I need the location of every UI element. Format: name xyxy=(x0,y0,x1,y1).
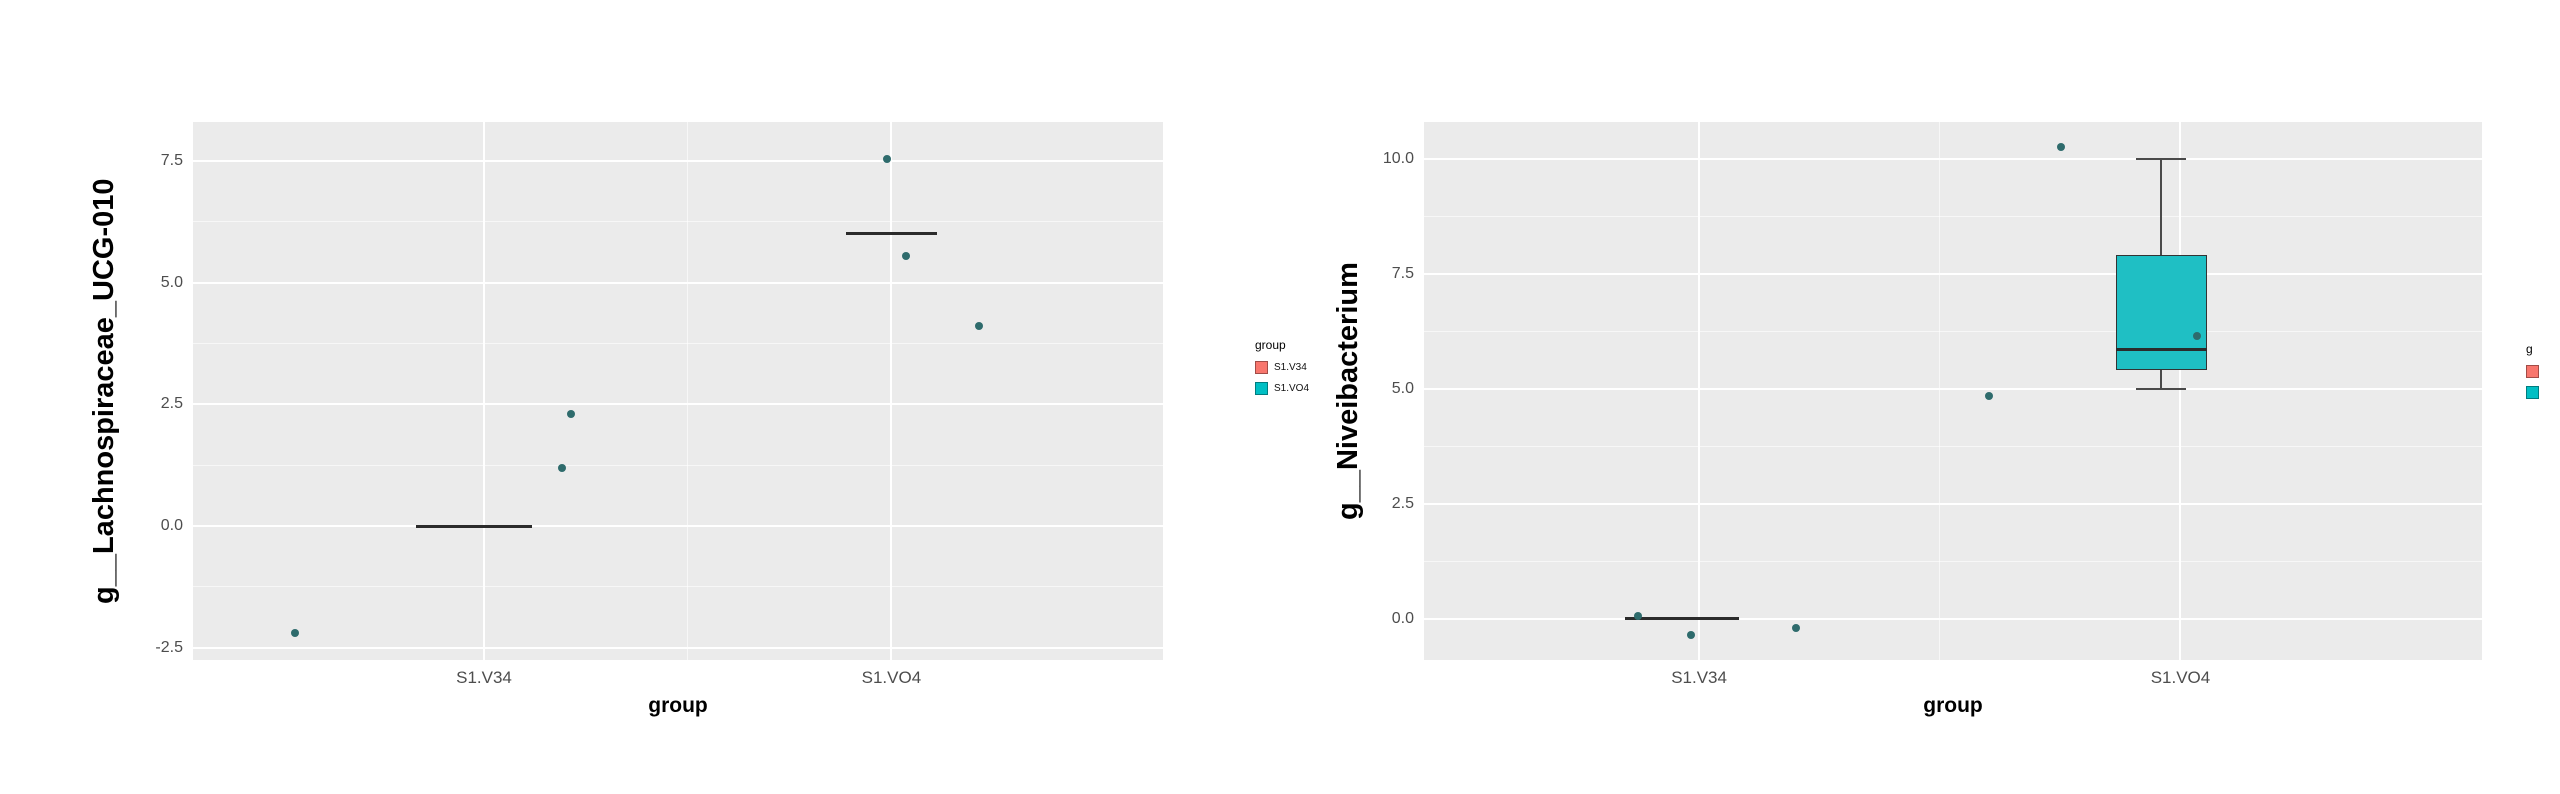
median-line xyxy=(845,232,937,236)
data-point xyxy=(1633,612,1642,621)
gridline-major xyxy=(193,403,1163,406)
data-point xyxy=(2193,331,2202,340)
y-tick-label: 5.0 xyxy=(1391,379,1414,397)
x-axis-label: group xyxy=(1923,694,1983,717)
gridline-minor xyxy=(687,122,689,660)
data-point xyxy=(882,154,891,163)
gridline-minor xyxy=(1424,330,2482,332)
box xyxy=(2115,255,2207,371)
gridline-major xyxy=(1698,122,1701,660)
y-tick-label: 2.5 xyxy=(1391,494,1414,512)
box-median-line xyxy=(2115,348,2207,352)
gridline-major xyxy=(2179,122,2182,660)
gridline-major xyxy=(193,159,1163,162)
gridline-minor xyxy=(1424,560,2482,562)
gridline-major xyxy=(1424,157,2482,160)
gridline-major xyxy=(890,122,893,660)
y-axis-tick-labels: 0.0 2.5 5.0 7.5 10.0 xyxy=(1326,122,1414,660)
legend-title: group xyxy=(1255,338,1286,352)
data-point xyxy=(1792,623,1801,632)
legend-title: g xyxy=(2526,342,2533,356)
legend-swatch-red-icon xyxy=(2526,365,2539,378)
gridline-major xyxy=(193,646,1163,649)
y-tick-label: 5.0 xyxy=(160,273,183,291)
data-point xyxy=(974,322,983,331)
data-point xyxy=(1984,391,1993,400)
gridline-major xyxy=(193,525,1163,528)
y-tick-label: 7.5 xyxy=(1391,264,1414,282)
median-line xyxy=(1625,617,1740,621)
y-axis-tick-labels: -2.5 0.0 2.5 5.0 7.5 xyxy=(95,122,183,660)
gridline-minor xyxy=(1939,122,1941,660)
legend-item xyxy=(2526,365,2560,378)
plot-panel xyxy=(1424,122,2482,660)
x-tick-label: S1.V34 xyxy=(456,668,512,687)
legend-item xyxy=(2526,386,2560,399)
whisker-lower xyxy=(2160,370,2163,389)
gridline-major xyxy=(193,281,1163,284)
data-point xyxy=(901,251,910,260)
gridline-major xyxy=(483,122,485,660)
gridline-major xyxy=(1424,617,2482,620)
whisker-cap xyxy=(2136,387,2187,390)
x-axis-label: group xyxy=(648,694,708,717)
legend-swatch-teal-icon xyxy=(1255,382,1268,395)
legend-label: S1.VO4 xyxy=(1274,383,1310,394)
whisker-cap xyxy=(2136,157,2187,160)
data-point xyxy=(290,629,299,638)
median-line xyxy=(416,524,533,528)
x-axis-tick-labels: S1.V34 S1.VO4 xyxy=(193,668,1163,694)
gridline-minor xyxy=(1424,445,2482,447)
y-tick-label: 7.5 xyxy=(160,151,183,169)
gridline-major xyxy=(1424,502,2482,505)
gridline-minor xyxy=(193,221,1163,223)
gridline-minor xyxy=(193,343,1163,345)
legend-label: S1.V34 xyxy=(1274,362,1307,373)
y-tick-label: -2.5 xyxy=(155,638,183,656)
data-point xyxy=(1686,630,1695,639)
legend: group S1.V34 S1.VO4 xyxy=(1255,338,1395,403)
legend-swatch-teal-icon xyxy=(2526,386,2539,399)
gridline-major xyxy=(1424,387,2482,390)
whisker-upper xyxy=(2160,158,2163,256)
gridline-minor xyxy=(193,464,1163,466)
legend-item: S1.V34 xyxy=(1255,361,1395,374)
legend-swatch-red-icon xyxy=(1255,361,1268,374)
x-tick-label: S1.VO4 xyxy=(861,668,922,687)
data-point xyxy=(557,463,566,472)
gridline-major xyxy=(1424,272,2482,275)
plot-panel xyxy=(193,122,1163,660)
y-tick-label: 2.5 xyxy=(160,395,183,413)
legend-truncated: g xyxy=(2526,342,2560,407)
y-tick-label: 0.0 xyxy=(160,517,183,535)
x-tick-label: S1.VO4 xyxy=(2150,668,2211,687)
x-axis-tick-labels: S1.V34 S1.VO4 xyxy=(1424,668,2482,694)
legend-item: S1.VO4 xyxy=(1255,382,1395,395)
gridline-minor xyxy=(1424,215,2482,217)
data-point xyxy=(567,410,576,419)
y-tick-label: 0.0 xyxy=(1391,609,1414,627)
y-tick-label: 10.0 xyxy=(1382,149,1414,167)
x-tick-label: S1.V34 xyxy=(1671,668,1727,687)
gridline-minor xyxy=(193,586,1163,588)
data-point xyxy=(2056,143,2065,152)
